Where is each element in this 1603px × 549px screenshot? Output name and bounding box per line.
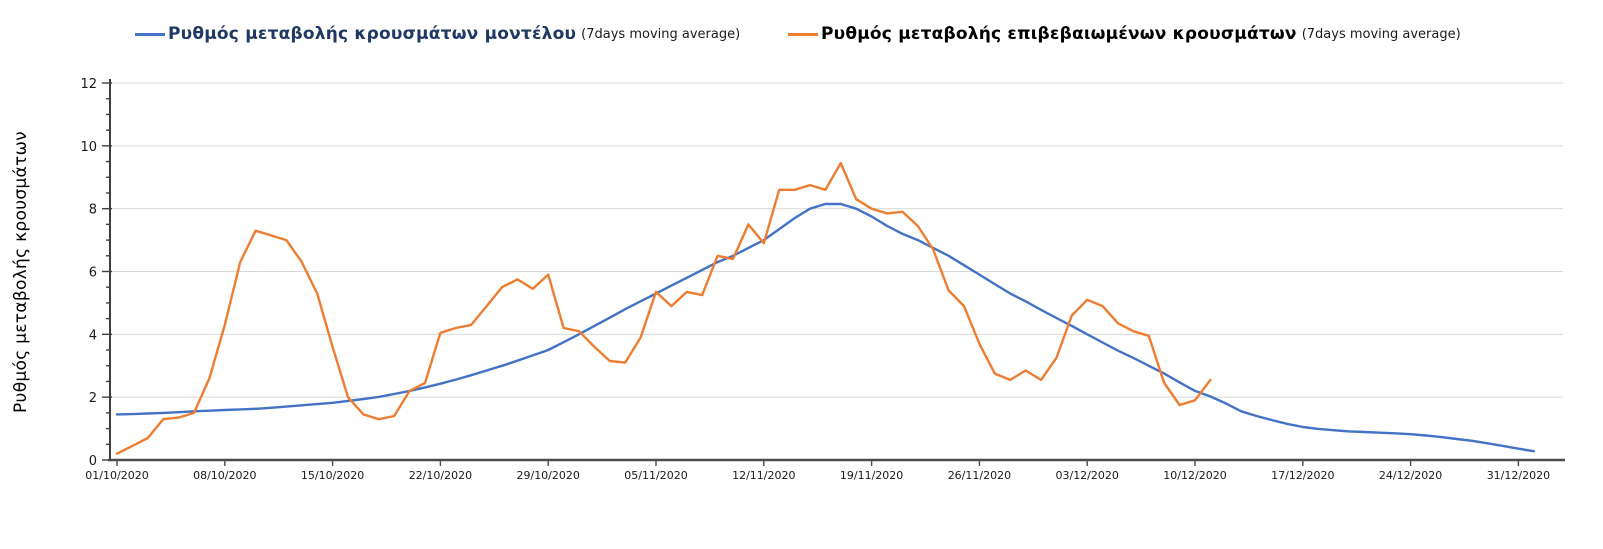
y-axis-title: Ρυθμός μεταβολής κρουσμάτων [11,131,31,413]
legend-suffix-model: (7days moving average) [581,26,741,42]
chart-legend: Ρυθμός μεταβολής κρουσμάτων μοντέλου (7d… [0,0,1603,58]
x-tick-label: 05/11/2020 [624,469,687,482]
x-tick-label: 10/12/2020 [1163,469,1226,482]
x-tick-label: 08/10/2020 [193,469,256,482]
x-tick-label: 29/10/2020 [516,469,579,482]
x-tick-label: 22/10/2020 [409,469,472,482]
x-tick-label: 17/12/2020 [1271,469,1334,482]
y-tick-label: 10 [80,140,97,155]
x-tick-label: 19/11/2020 [840,469,903,482]
legend-item-model: Ρυθμός μεταβολής κρουσμάτων μοντέλου (7d… [135,24,740,44]
x-tick-label: 26/11/2020 [948,469,1011,482]
y-tick-label: 4 [89,328,97,343]
legend-label-model: Ρυθμός μεταβολής κρουσμάτων μοντέλου [168,24,577,44]
legend-item-confirmed: Ρυθμός μεταβολής επιβεβαιωμένων κρουσμάτ… [788,24,1461,44]
confirmed-series-line-marker [788,32,818,36]
x-tick-label: 01/10/2020 [85,469,148,482]
y-tick-label: 2 [89,391,97,406]
confirmed-series-line [115,161,1212,455]
x-tick-label: 15/10/2020 [301,469,364,482]
legend-suffix-confirmed: (7days moving average) [1301,26,1461,42]
x-tick-label: 24/12/2020 [1379,469,1442,482]
legend-label-confirmed: Ρυθμός μεταβολής επιβεβαιωμένων κρουσμάτ… [821,24,1297,44]
y-tick-label: 0 [89,454,97,469]
x-tick-label: 31/12/2020 [1487,469,1550,482]
x-tick-label: 03/12/2020 [1055,469,1118,482]
model-series-line [115,202,1536,453]
y-tick-label: 6 [89,266,97,281]
y-tick-label: 12 [80,77,97,92]
model-series-line-marker [135,32,165,36]
x-tick-label: 12/11/2020 [732,469,795,482]
y-tick-label: 8 [89,203,97,218]
